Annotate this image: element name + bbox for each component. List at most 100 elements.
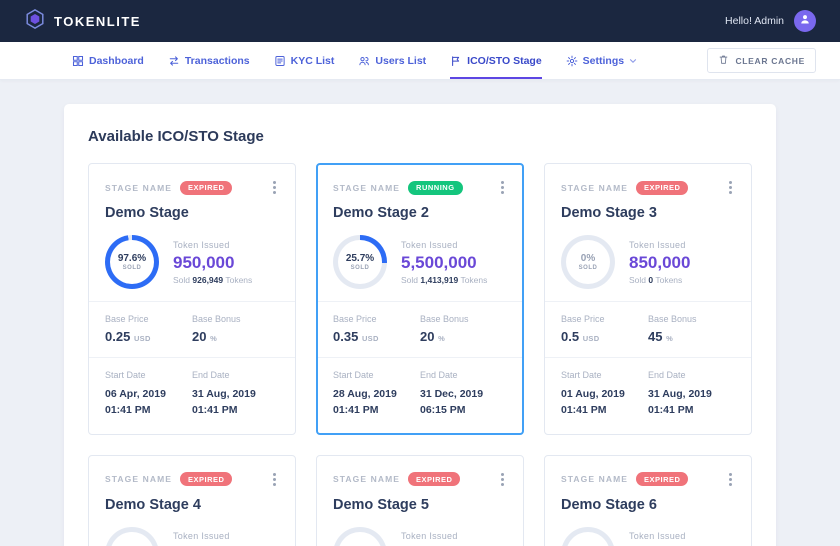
clear-cache-label: CLEAR CACHE (735, 55, 805, 66)
chevron-down-icon (628, 56, 638, 66)
donut-center-text: 97.6% SOLD (105, 235, 159, 289)
base-bonus-value: 20 (192, 329, 207, 344)
divider (89, 301, 295, 302)
kebab-menu-icon[interactable] (498, 470, 507, 489)
clear-cache-button[interactable]: CLEAR CACHE (707, 48, 816, 73)
dates-row: Start Date 06 Apr, 2019 01:41 PM End Date 3… (105, 358, 279, 432)
start-date-block: Start Date 06 Apr, 2019 01:41 PM (105, 370, 192, 419)
stage-title: Demo Stage 4 (105, 496, 201, 513)
sold-donut-chart: 97.6% SOLD (105, 235, 159, 289)
token-issued-label: Token Issued (173, 239, 230, 250)
start-date-value: 06 Apr, 2019 01:41 PM (105, 388, 166, 417)
base-price-block: Base Price 0.25 USD (105, 314, 192, 344)
percent-sold-value: 0% (353, 545, 367, 546)
kebab-menu-icon[interactable] (726, 178, 735, 197)
price-bonus-row: Base Price 0.35 USD Base Bonus 20 % (333, 302, 507, 357)
base-price-label: Base Price (561, 314, 605, 324)
main-nav: Dashboard Transactions KYC List Users List I… (0, 42, 840, 80)
users-icon (358, 55, 370, 67)
token-issued-label: Token Issued (401, 239, 458, 250)
kebab-menu-icon[interactable] (270, 178, 279, 197)
trash-icon (718, 54, 729, 67)
usd-unit: USD (582, 334, 600, 343)
base-bonus-block: Base Bonus 20 % (192, 314, 279, 344)
start-date-block: Start Date 28 Aug, 2019 01:41 PM (333, 370, 420, 419)
sold-donut-chart: 0%SOLD (105, 526, 159, 546)
end-date-value: 31 Aug, 2019 01:41 PM (192, 388, 256, 417)
divider (318, 301, 522, 302)
token-issued-row: 97.6% SOLD Token Issued 950,000 Sold 926,949… (105, 235, 279, 289)
nav-item-ico-sto-stage[interactable]: ICO/STO Stage (450, 42, 542, 79)
nav-item-transactions[interactable]: Transactions (168, 42, 250, 79)
sold-donut-chart: 0%SOLD (561, 526, 615, 546)
price-bonus-row: Base Price 0.5 USD Base Bonus 45 % (561, 302, 735, 357)
avatar[interactable] (794, 10, 816, 32)
brand[interactable]: TOKENLITE (24, 8, 141, 35)
user-icon (799, 12, 811, 30)
base-bonus-block: Base Bonus 45 % (648, 314, 735, 344)
base-price-value: 0.25 (105, 329, 131, 344)
stage-name-label: STAGE NAME (105, 182, 173, 193)
kebab-menu-icon[interactable] (498, 178, 507, 197)
end-date-block: End Date 31 Aug, 2019 01:41 PM (192, 370, 279, 419)
sold-prefix: Sold (629, 274, 647, 285)
percent-sold-value: 97.6% (117, 253, 147, 264)
usd-unit: USD (361, 334, 379, 343)
nav-item-label: Users List (375, 54, 427, 67)
token-issued-label: Token Issued (629, 239, 686, 250)
sold-donut-chart: 0%SOLD (333, 526, 387, 546)
token-issued-value: 850,000 (629, 252, 691, 272)
sold-prefix: Sold (401, 274, 419, 285)
token-issued-row: 25.7% SOLD Token Issued 5,500,000 Sold 1,413… (333, 235, 507, 289)
nav-item-label: ICO/STO Stage (467, 54, 542, 67)
nav-item-label: Transactions (184, 54, 250, 67)
stage-card-demo-stage-3: STAGE NAME EXPIRED Demo Stage 3 0% SOLD Token… (544, 163, 752, 435)
card-header: STAGE NAME EXPIRED (105, 470, 279, 489)
token-issued-value: 850,000 (173, 544, 234, 546)
nav-item-settings[interactable]: Settings (566, 42, 638, 79)
start-date-block: Start Date 01 Aug, 2019 01:41 PM (561, 370, 648, 419)
base-bonus-label: Base Bonus (648, 314, 697, 324)
sold-tokens-line: Sold 926,949 Tokens (173, 275, 252, 285)
status-badge: EXPIRED (180, 180, 233, 195)
percent-sold-value: 25.7% (345, 253, 375, 264)
sold-tokens-line: Sold 0 Tokens (629, 275, 690, 285)
nav-item-dashboard[interactable]: Dashboard (72, 42, 144, 79)
kebab-menu-icon[interactable] (270, 470, 279, 489)
start-date-label: Start Date (105, 370, 146, 380)
nav-item-label: Dashboard (89, 54, 144, 67)
sold-tokens-value: 1,413,919 (420, 274, 459, 285)
token-issued-value: 950,000 (173, 252, 235, 272)
token-info: Token Issued 5,500,000 Sold 1,413,919 Toke… (401, 240, 487, 285)
stage-name-label: STAGE NAME (333, 474, 401, 485)
kebab-menu-icon[interactable] (726, 470, 735, 489)
tokens-suffix: Tokens (460, 274, 488, 285)
nav-item-label: KYC List (290, 54, 335, 67)
token-info: Token Issued 850,000 Sold 0 Tokens (629, 240, 690, 285)
card-header: STAGE NAME EXPIRED (561, 470, 735, 489)
base-price-label: Base Price (105, 314, 149, 324)
divider (318, 357, 522, 358)
stage-card-demo-stage-2[interactable]: STAGE NAME RUNNING Demo Stage 2 25.7% SOLD To… (316, 163, 524, 435)
token-issued-value: 850,000 (629, 544, 690, 546)
nav-item-kyc-list[interactable]: KYC List (274, 42, 335, 79)
donut-center-text: 25.7% SOLD (333, 235, 387, 289)
stage-name-label: STAGE NAME (561, 474, 629, 485)
token-info: Token Issued 950,000 Sold 926,949 Tokens (173, 240, 252, 285)
base-price-value: 0.35 (333, 329, 359, 344)
end-date-label: End Date (192, 370, 230, 380)
page-title: Available ICO/STO Stage (88, 128, 264, 145)
end-date-label: End Date (420, 370, 458, 380)
dates-row: Start Date 01 Aug, 2019 01:41 PM End Date 3… (561, 358, 735, 432)
donut-center-text: 0%SOLD (561, 235, 615, 289)
nav-item-users-list[interactable]: Users List (358, 42, 426, 79)
percent-unit: % (210, 334, 218, 343)
stage-title: Demo Stage 5 (333, 496, 429, 513)
start-date-value: 28 Aug, 2019 01:41 PM (333, 388, 397, 417)
token-issued-value: 850,000 (401, 544, 462, 546)
dates-row: Start Date 28 Aug, 2019 01:41 PM End Date 3… (333, 358, 507, 432)
percent-sold-value: 0% (125, 545, 139, 546)
